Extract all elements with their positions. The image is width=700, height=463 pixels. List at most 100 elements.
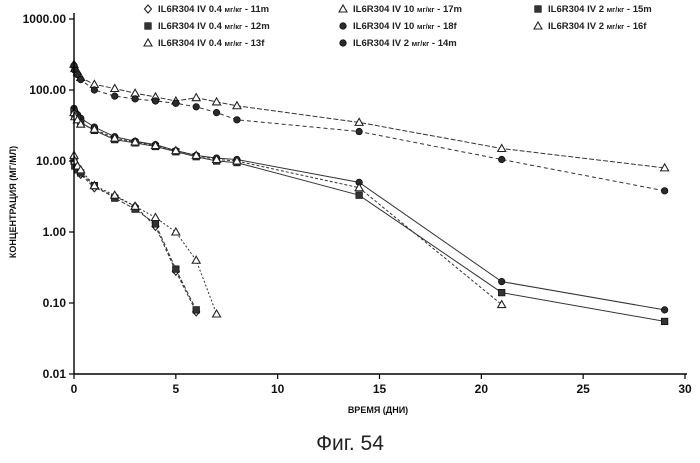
data-point-14m [661,306,669,314]
legend-label-13f: IL6R304 IV 0.4 мг/кг - 13f [158,38,265,49]
x-tick-label: 5 [172,382,179,396]
data-point-18f [151,97,160,105]
data-point-15m [498,289,506,297]
data-point-16f [191,150,202,159]
legend-label-12m: IL6R304 IV 0.4 мг/кг - 12m [158,21,270,32]
legend-item-14m: IL6R304 IV 2 мг/кг - 14m [339,38,457,49]
data-point-15m [661,317,669,326]
legend-item-11m: IL6R304 IV 0.4 мг/кг - 11m [143,4,269,15]
y-tick-label: 100.00 [29,83,66,97]
data-point-16f [496,299,507,309]
series-line-14m [73,108,665,311]
legend-item-18f: IL6R304 IV 10 мг/кг - 18f [339,21,458,32]
data-point-17m [89,79,100,88]
data-point-18f [355,127,363,136]
data-point-16f [72,114,83,124]
legend-label-15m: IL6R304 IV 2 мг/кг - 15m [548,4,652,15]
data-point-17m [211,96,222,106]
data-point-18f [90,86,98,94]
data-point-16f [75,119,86,128]
legend-label-18f: IL6R304 IV 10 мг/кг - 18f [353,21,458,32]
data-point-13f [150,212,161,222]
x-tick-label: 30 [678,382,692,396]
data-point-16f [89,124,100,133]
data-point-14m [498,278,506,286]
data-point-13f [211,308,222,318]
data-point-18f [77,76,85,84]
series-line-18f [73,65,665,192]
y-axis-title: КОНЦЕНТРАЦИЯ (МГ/МЛ) [8,146,18,258]
legend-marker-14m [339,39,347,47]
series-line-15m [73,111,665,322]
axes [69,13,687,379]
data-point-18f [172,99,180,107]
y-tick-label: 1000.00 [23,12,67,26]
figure-caption: Фиг. 54 [316,432,384,455]
legend-item-16f: IL6R304 IV 2 мг/кг - 16f [533,20,647,32]
y-tick-label: 0.01 [43,367,67,381]
data-point-13f [170,226,181,236]
legend-item-13f: IL6R304 IV 0.4 мг/кг - 13f [143,37,265,49]
legend-item-12m: IL6R304 IV 0.4 мг/кг - 12m [144,21,270,32]
data-point-13f [89,180,100,190]
legend-marker-18f [339,22,347,30]
x-axis-title: ВРЕМЯ (ДНИ) [348,405,408,415]
data-point-16f [170,145,181,155]
x-tick-label: 20 [475,382,489,396]
x-tick-label: 0 [71,382,78,396]
data-point-15m [355,191,363,199]
data-point-18f [131,95,139,103]
y-tick-label: 10.00 [36,154,66,168]
legend-label-14m: IL6R304 IV 2 мг/кг - 14m [353,38,457,49]
tick-labels: 0 5 10 15 20 25 30 0.01 0.10 1.00 10.00 100.00 1000.… [23,12,692,396]
data-point-13f [130,201,141,210]
data-point-16f [231,155,242,165]
series-markers [69,59,670,326]
series-lines [73,64,665,322]
data-point-16f [109,133,120,142]
data-point-18f [212,109,221,117]
data-point-18f [661,187,669,195]
data-point-18f [192,103,200,111]
legend-marker-11m [143,4,153,14]
data-point-16f [130,136,141,146]
data-point-12m [172,265,180,273]
data-point-16f [211,154,222,164]
data-point-17m [130,88,141,97]
series-line-13f [73,155,218,315]
data-point-16f [150,140,161,150]
y-tick-label: 1.00 [43,225,67,239]
legend-marker-15m [534,5,542,13]
x-tick-label: 10 [271,382,285,396]
data-point-13f [75,164,86,174]
data-point-12m [151,220,160,228]
legend-label-16f: IL6R304 IV 2 мг/кг - 16f [548,21,647,32]
legend-marker-17m [338,3,348,13]
data-point-18f [498,155,506,164]
legend-marker-12m [144,22,152,30]
data-point-17m [354,117,365,126]
data-point-18f [111,92,119,100]
data-point-17m [231,100,242,110]
data-point-16f [354,182,365,192]
data-point-13f [191,255,202,264]
data-point-17m [109,83,120,93]
legend-label-11m: IL6R304 IV 0.4 мг/кг - 11m [158,4,269,15]
legend: IL6R304 IV 0.4 мг/кг - 11m IL6R304 IV 0.4… [143,3,652,49]
series-line-17m [73,64,665,169]
data-point-18f [233,116,241,124]
data-point-17m [659,162,670,172]
x-tick-label: 25 [576,382,590,396]
legend-item-17m: IL6R304 IV 10 мг/кг - 17m [338,3,462,15]
legend-marker-16f [533,20,543,30]
series-line-11m [73,158,197,313]
data-point-17m [191,92,202,102]
y-tick-label: 0.10 [43,296,67,310]
data-point-17m [496,143,507,153]
legend-label-17m: IL6R304 IV 10 мг/кг - 17m [353,4,462,15]
legend-marker-13f [143,37,153,47]
legend-item-15m: IL6R304 IV 2 мг/кг - 15m [534,4,652,15]
x-tick-label: 15 [373,382,387,396]
data-point-13f [109,190,120,199]
